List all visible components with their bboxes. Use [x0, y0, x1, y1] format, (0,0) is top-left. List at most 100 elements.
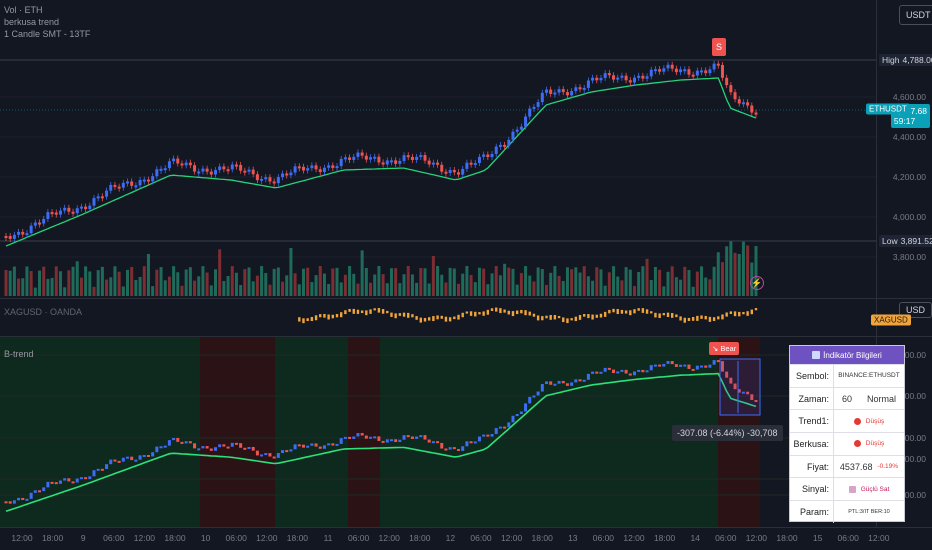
y-tick: 4,400.00 — [892, 132, 926, 142]
xagusd-candle — [562, 317, 565, 323]
volume-bar — [649, 280, 653, 296]
candle — [71, 211, 75, 214]
info-row-symbol: Sembol: BINANCE:ETHUSDT — [790, 364, 904, 387]
xagusd-axis[interactable]: USD XAGUSD — [871, 299, 932, 336]
xagusd-tag: XAGUSD — [871, 314, 911, 326]
btrend-candle — [172, 437, 176, 441]
candle — [431, 162, 435, 165]
xagusd-candle — [306, 318, 309, 322]
volume-bar — [188, 267, 192, 296]
legend-candle-smt[interactable]: 1 Candle SMT - 13TF — [4, 29, 91, 39]
btrend-candle — [163, 445, 167, 448]
xagusd-pane[interactable]: XAGUSD · OANDA — [0, 299, 876, 336]
volume-bar — [264, 273, 268, 296]
volume-bar — [540, 269, 544, 296]
btrend-chart[interactable] — [0, 337, 876, 527]
candle — [578, 87, 582, 90]
volume-bar — [574, 267, 578, 296]
volume-bar — [720, 262, 724, 296]
volume-bar — [134, 279, 138, 296]
xagusd-candle — [658, 313, 661, 319]
xagusd-chart[interactable] — [0, 299, 876, 336]
candle — [79, 206, 83, 209]
main-price-chart[interactable] — [0, 0, 876, 298]
xagusd-candle — [407, 312, 410, 318]
measure-box — [719, 358, 761, 416]
candle — [29, 225, 33, 234]
legend-volume[interactable]: Vol · ETH — [4, 5, 43, 15]
xagusd-candle — [742, 312, 745, 315]
candle — [666, 64, 670, 69]
legend-berkusa-trend[interactable]: berkusa trend — [4, 17, 60, 27]
btrend-candle — [105, 464, 109, 470]
candle — [599, 77, 603, 81]
btrend-legend[interactable]: B-trend — [4, 349, 34, 359]
volume-bar — [151, 286, 155, 296]
candle — [687, 69, 691, 75]
pane-separator[interactable] — [0, 298, 932, 299]
xagusd-candle — [394, 313, 397, 319]
xagusd-legend[interactable]: XAGUSD · OANDA — [4, 307, 83, 317]
xagusd-candle — [541, 316, 544, 321]
btrend-candle — [628, 373, 632, 376]
candle — [193, 165, 197, 172]
volume-bar — [29, 270, 33, 296]
usd-button[interactable]: USD — [899, 302, 932, 318]
volume-bar — [301, 268, 305, 296]
btrend-candle — [737, 389, 741, 393]
btrend-candle — [741, 391, 745, 394]
time-tick: 12:00 — [133, 533, 156, 543]
lightning-icon[interactable]: ⚡ — [750, 276, 764, 290]
volume-bar — [578, 272, 582, 296]
main-legend: Vol · ETH berkusa trend 1 Candle SMT - 1… — [4, 4, 90, 40]
volume-bar — [343, 274, 347, 296]
btrend-candle — [193, 443, 197, 449]
currency-button[interactable]: USDT — [899, 5, 932, 25]
btrend-candle — [92, 470, 96, 477]
volume-bar — [490, 273, 494, 296]
candle — [725, 77, 729, 86]
xagusd-candle — [356, 309, 360, 314]
volume-bar — [364, 268, 368, 296]
time-tick: 14 — [690, 533, 700, 543]
xagusd-candle — [687, 317, 691, 321]
main-price-axis[interactable]: USDT 4,600.00 4,400.00 4,200.00 4,000.00… — [876, 0, 932, 298]
btrend-candle — [343, 436, 347, 439]
candle — [674, 68, 678, 73]
btrend-candle — [159, 446, 163, 449]
candle — [17, 231, 21, 235]
main-chart-pane[interactable]: Vol · ETH berkusa trend 1 Candle SMT - 1… — [0, 0, 876, 298]
bear-marker: ↘ Bear — [709, 342, 740, 355]
volume-bar — [582, 266, 586, 296]
btrend-candle — [746, 391, 750, 395]
xagusd-candle — [679, 316, 682, 321]
candle — [507, 139, 511, 146]
pane-separator[interactable] — [0, 336, 932, 337]
candle — [184, 162, 188, 166]
candle — [519, 126, 523, 130]
candle — [151, 176, 155, 182]
btrend-candle — [67, 478, 71, 482]
btrend-candle — [632, 371, 636, 376]
candle — [46, 212, 50, 219]
xagusd-candle — [549, 315, 552, 320]
candle — [557, 89, 561, 93]
xagusd-candle — [461, 312, 464, 318]
candle — [75, 208, 79, 214]
volume-bar — [687, 270, 691, 296]
btrend-candle — [381, 440, 385, 443]
candle — [8, 236, 12, 239]
volume-bar — [176, 272, 180, 296]
btrend-candle — [436, 441, 440, 444]
volume-bar — [84, 266, 88, 296]
candle — [603, 73, 607, 78]
volume-bar — [226, 276, 230, 296]
btrend-candle — [415, 436, 419, 439]
candle — [343, 157, 347, 160]
btrend-candle — [641, 369, 645, 373]
btrend-candle — [360, 433, 364, 436]
candle — [172, 158, 176, 162]
chart-icon — [812, 351, 821, 359]
btrend-pane[interactable]: B-trend ↘ Bear -307.08 (-6.44%) -30,708 — [0, 337, 876, 527]
btrend-candle — [335, 443, 339, 446]
